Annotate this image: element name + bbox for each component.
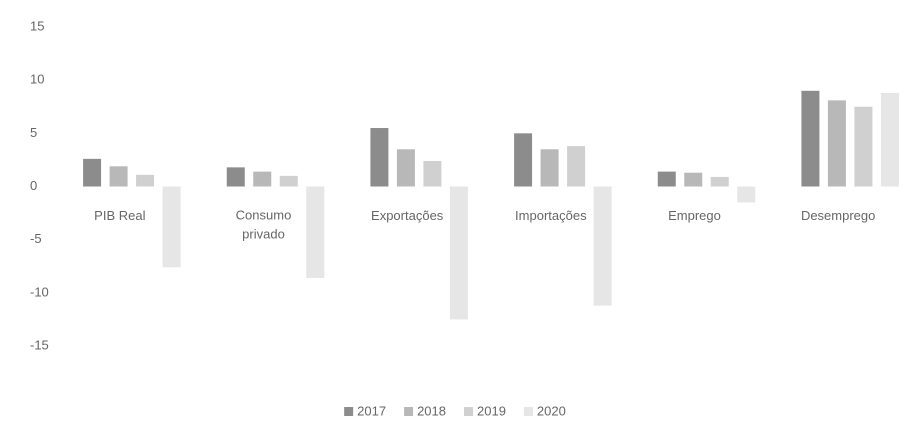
legend-swatch	[344, 407, 354, 416]
bar	[567, 146, 586, 187]
legend-label: 2017	[357, 403, 386, 418]
bar	[449, 186, 468, 320]
bar	[109, 166, 128, 187]
legend-label: 2019	[477, 403, 506, 418]
x-tick-label: Desemprego	[801, 208, 875, 223]
bar	[423, 160, 442, 187]
y-tick-label: 5	[30, 125, 37, 140]
x-tick-label: Importações	[515, 208, 587, 223]
legend-label: 2020	[537, 403, 566, 418]
legend: 2017 2018 2019 2020	[344, 403, 566, 418]
bar	[657, 171, 676, 187]
bar	[136, 174, 155, 187]
legend-swatch	[523, 407, 533, 416]
bar	[514, 133, 533, 187]
x-tick-label: Consumo privado	[236, 208, 292, 242]
x-tick-label: Exportações	[371, 208, 444, 223]
bar	[854, 106, 873, 187]
bar	[737, 186, 756, 203]
bar	[540, 149, 559, 187]
y-tick-label: 10	[30, 72, 44, 87]
bar	[306, 186, 325, 278]
bar	[593, 186, 612, 306]
y-tick-label: -15	[30, 337, 49, 352]
bar	[396, 149, 415, 187]
y-tick-label: -5	[30, 231, 42, 246]
y-tick-label: -10	[30, 284, 49, 299]
bar	[83, 158, 102, 187]
x-tick-label: PIB Real	[94, 208, 145, 223]
bar	[370, 128, 389, 187]
bar	[880, 92, 899, 187]
bar	[827, 100, 846, 187]
bar	[279, 175, 298, 187]
bar	[226, 167, 245, 187]
bar	[801, 90, 820, 187]
bar	[253, 171, 272, 187]
legend-label: 2018	[417, 403, 446, 418]
legend-swatch	[404, 407, 414, 416]
bar	[162, 186, 181, 268]
bar	[684, 172, 703, 187]
legend-swatch	[464, 407, 473, 416]
y-tick-label: 0	[30, 178, 37, 193]
x-tick-label: Emprego	[668, 208, 721, 223]
y-tick-label: 15	[30, 18, 44, 33]
bar	[710, 176, 729, 187]
